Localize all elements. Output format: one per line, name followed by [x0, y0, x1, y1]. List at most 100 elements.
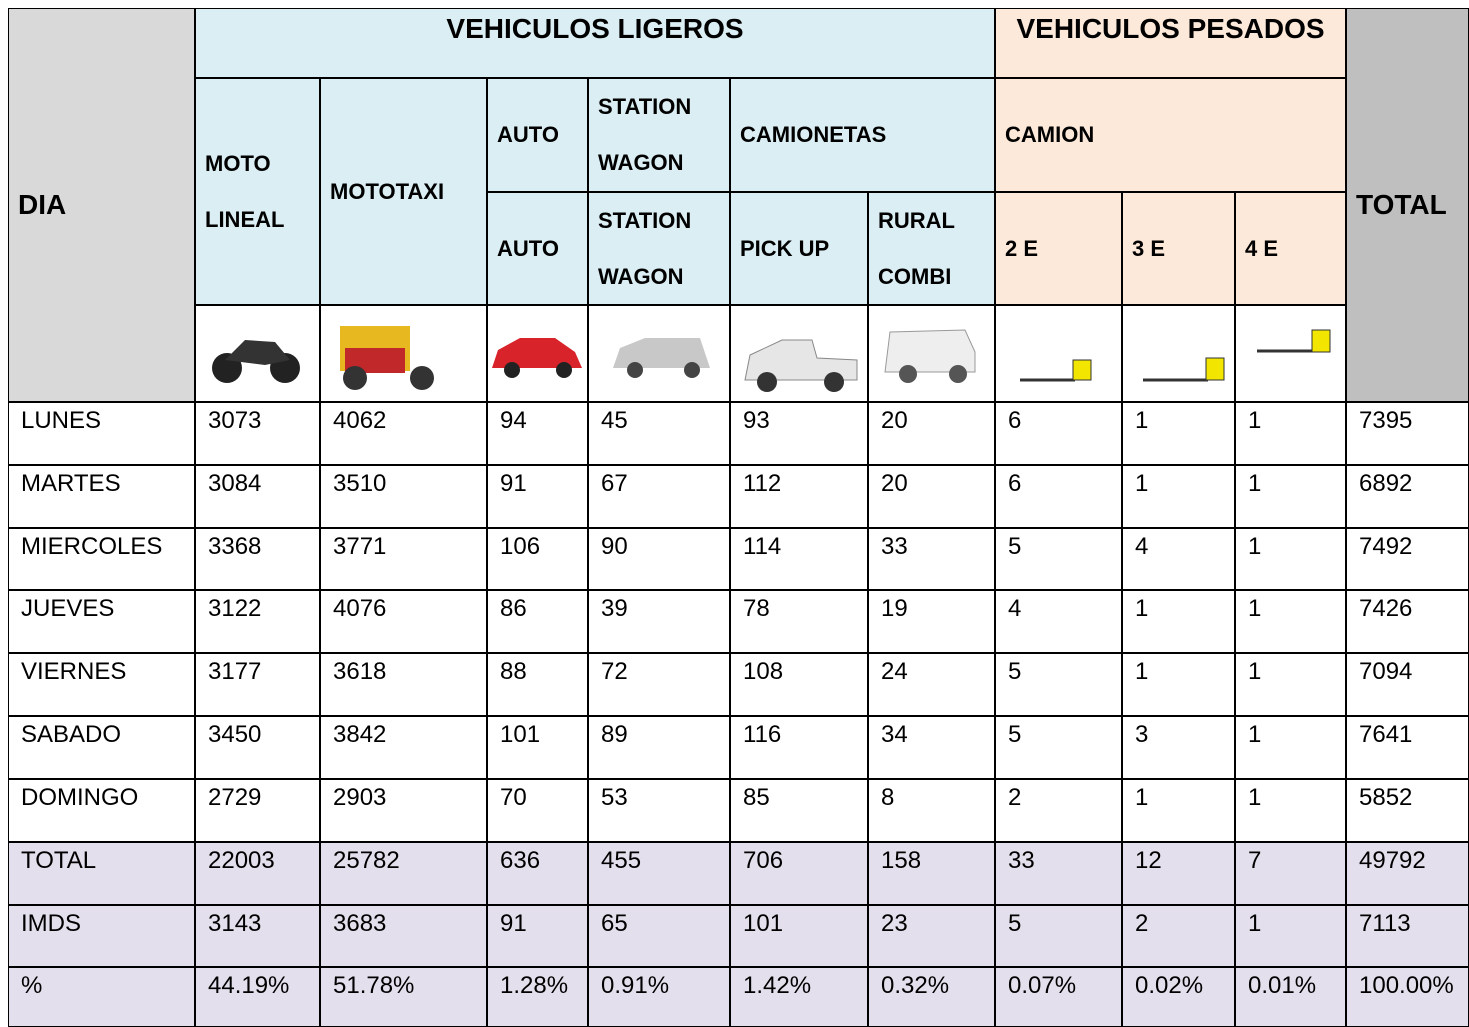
data-cell: 3073	[195, 402, 320, 465]
data-cell: 3771	[320, 528, 487, 590]
data-cell: 3842	[320, 716, 487, 779]
data-cell: 3122	[195, 590, 320, 653]
truck-2e-icon	[1020, 359, 1092, 382]
data-cell: 5	[995, 716, 1122, 779]
data-cell: 1	[1235, 905, 1346, 967]
rural-combi-icon	[884, 329, 976, 383]
data-cell: 1	[1235, 779, 1346, 842]
station-wagon-icon	[613, 338, 710, 378]
data-cell: 1	[1235, 402, 1346, 465]
image-cell	[1235, 305, 1346, 402]
data-cell: 108	[730, 653, 868, 716]
data-cell: 19	[868, 590, 995, 653]
data-cell: 7492	[1346, 528, 1469, 590]
header-cell: 2 E	[995, 192, 1122, 305]
image-cell	[995, 305, 1122, 402]
row-label: MARTES	[8, 465, 195, 528]
data-cell: 86	[487, 590, 588, 653]
header-cell: STATION WAGON	[588, 78, 730, 192]
data-cell: 91	[487, 905, 588, 967]
header-cell: MOTO LINEAL	[195, 78, 320, 305]
data-cell: 6	[995, 465, 1122, 528]
image-cell	[487, 305, 588, 402]
data-cell: 3450	[195, 716, 320, 779]
data-cell: 7094	[1346, 653, 1469, 716]
data-cell: 3368	[195, 528, 320, 590]
data-cell: 1	[1235, 716, 1346, 779]
data-cell: 3	[1122, 716, 1235, 779]
row-label: TOTAL	[8, 842, 195, 905]
group-header: VEHICULOS PESADOS	[995, 8, 1346, 78]
data-cell: 455	[588, 842, 730, 905]
data-cell: 0.07%	[995, 967, 1122, 1027]
data-cell: 24	[868, 653, 995, 716]
car-icon	[492, 338, 582, 378]
data-cell: 7426	[1346, 590, 1469, 653]
data-cell: 106	[487, 528, 588, 590]
data-cell: 7395	[1346, 402, 1469, 465]
data-cell: 7641	[1346, 716, 1469, 779]
data-cell: 93	[730, 402, 868, 465]
data-cell: 5	[995, 528, 1122, 590]
data-cell: 8	[868, 779, 995, 842]
row-label: SABADO	[8, 716, 195, 779]
data-cell: 4	[995, 590, 1122, 653]
row-label: JUEVES	[8, 590, 195, 653]
data-cell: 49792	[1346, 842, 1469, 905]
data-cell: 0.02%	[1122, 967, 1235, 1027]
header-cell: MOTOTAXI	[320, 78, 487, 305]
data-cell: 116	[730, 716, 868, 779]
data-cell: 1	[1235, 465, 1346, 528]
data-cell: 0.91%	[588, 967, 730, 1027]
data-cell: 1.28%	[487, 967, 588, 1027]
data-cell: 89	[588, 716, 730, 779]
header-cell: TOTAL	[1346, 8, 1469, 402]
header-cell: AUTO	[487, 192, 588, 305]
data-cell: 1	[1122, 653, 1235, 716]
image-cell	[195, 305, 320, 402]
data-cell: 2	[1122, 905, 1235, 967]
data-cell: 2729	[195, 779, 320, 842]
data-cell: 1	[1122, 465, 1235, 528]
data-cell: 90	[588, 528, 730, 590]
data-cell: 636	[487, 842, 588, 905]
data-cell: 3177	[195, 653, 320, 716]
header-cell: PICK UP	[730, 192, 868, 305]
data-cell: 101	[730, 905, 868, 967]
data-cell: 3084	[195, 465, 320, 528]
data-cell: 114	[730, 528, 868, 590]
data-cell: 4	[1122, 528, 1235, 590]
data-cell: 1	[1235, 528, 1346, 590]
data-cell: 22003	[195, 842, 320, 905]
data-cell: 91	[487, 465, 588, 528]
mototaxi-icon	[340, 326, 434, 390]
header-cell: 4 E	[1235, 192, 1346, 305]
data-cell: 88	[487, 653, 588, 716]
row-label: MIERCOLES	[8, 528, 195, 590]
data-cell: 1	[1235, 653, 1346, 716]
data-cell: 85	[730, 779, 868, 842]
image-cell	[588, 305, 730, 402]
data-cell: 1	[1122, 402, 1235, 465]
data-cell: 4076	[320, 590, 487, 653]
header-cell: CAMION	[995, 78, 1346, 192]
data-cell: 1.42%	[730, 967, 868, 1027]
data-cell: 6	[995, 402, 1122, 465]
data-cell: 53	[588, 779, 730, 842]
row-label: VIERNES	[8, 653, 195, 716]
data-cell: 7113	[1346, 905, 1469, 967]
data-cell: 12	[1122, 842, 1235, 905]
data-cell: 112	[730, 465, 868, 528]
image-cell	[1122, 305, 1235, 402]
data-cell: 101	[487, 716, 588, 779]
data-cell: 100.00%	[1346, 967, 1469, 1027]
data-cell: 3510	[320, 465, 487, 528]
image-cell	[320, 305, 487, 402]
data-cell: 6892	[1346, 465, 1469, 528]
data-cell: 51.78%	[320, 967, 487, 1027]
data-cell: 4062	[320, 402, 487, 465]
data-cell: 23	[868, 905, 995, 967]
header-cell: RURAL COMBI	[868, 192, 995, 305]
row-label: DOMINGO	[8, 779, 195, 842]
